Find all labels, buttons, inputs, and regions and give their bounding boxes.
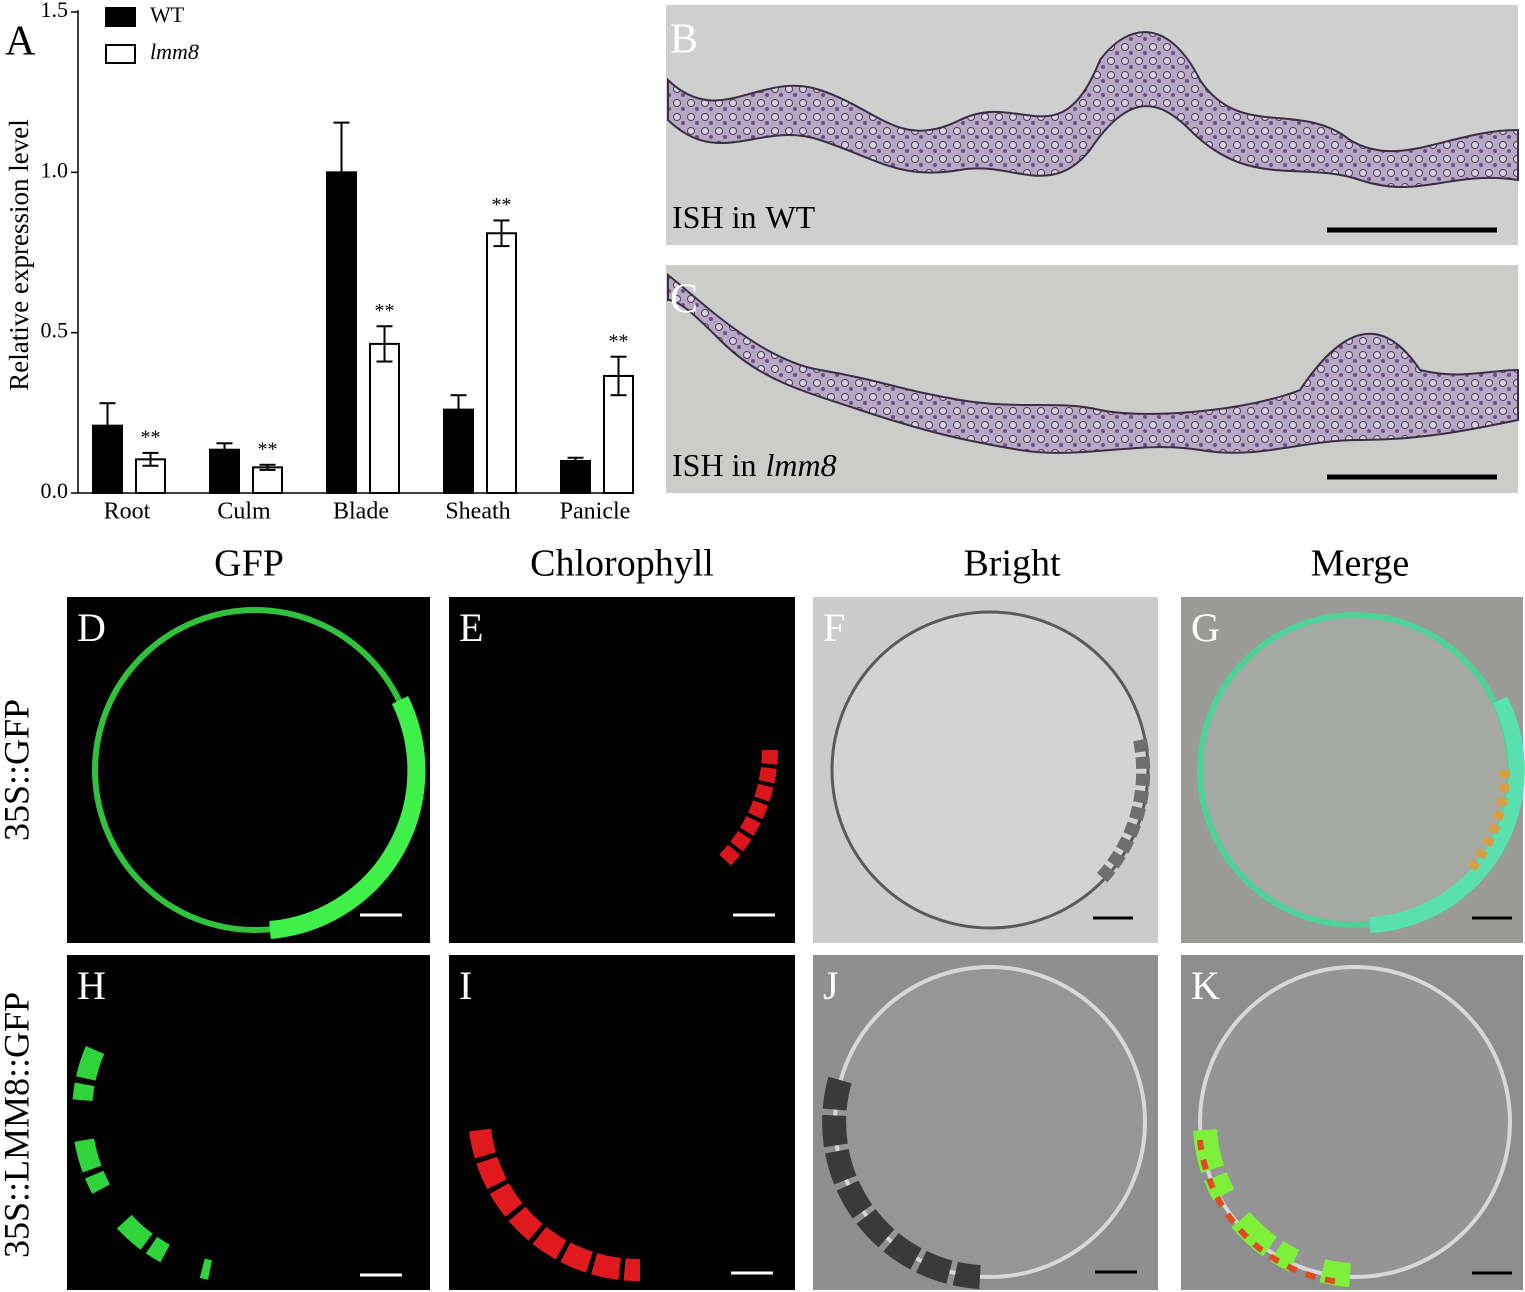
error-bar (376, 325, 393, 363)
bar (560, 459, 591, 494)
panel-label: F (823, 605, 845, 650)
error-bar (333, 121, 350, 224)
caption: ISH in WT (672, 199, 816, 235)
y-axis-label: Relative expression level (4, 119, 34, 390)
genotype: lmm8 (765, 447, 836, 483)
micrograph (449, 955, 795, 1290)
bar (369, 342, 400, 495)
error-bar (216, 442, 233, 458)
column-header: Merge (1311, 543, 1410, 585)
column-header: Bright (963, 543, 1061, 585)
legend-swatch (105, 7, 136, 27)
panel-label: A (5, 19, 36, 65)
error-bar (610, 355, 627, 397)
caption-text: ISH in (672, 447, 756, 483)
row-label: 35S::GFP (0, 699, 36, 841)
error-bar (259, 463, 276, 471)
legend-swatch (105, 44, 136, 64)
caption: ISH in lmm8 (672, 447, 837, 483)
micrograph (813, 955, 1158, 1290)
legend-label: WT (150, 2, 185, 27)
significance: ** (492, 194, 512, 216)
ish-panel (666, 5, 1519, 245)
column-header: GFP (214, 543, 284, 585)
significance: ** (609, 330, 629, 352)
micrograph (1181, 955, 1523, 1290)
micrograph (67, 955, 430, 1290)
x-tick-label: Blade (333, 499, 389, 525)
panel-label: J (823, 963, 839, 1008)
panel-label: I (459, 963, 472, 1008)
caption-text: ISH in (672, 199, 756, 235)
error-bar (493, 219, 510, 248)
micrograph (449, 597, 795, 943)
error-bar (450, 394, 467, 426)
significance: ** (258, 438, 278, 460)
legend-label: lmm8 (150, 39, 199, 64)
panel-label: B (670, 17, 698, 63)
y-tick-label: 0.5 (41, 318, 69, 343)
panel-label: G (1191, 605, 1220, 650)
panel-label: C (670, 277, 698, 323)
error-bar (142, 451, 159, 467)
ish-panel (666, 265, 1519, 493)
bar (252, 466, 283, 495)
significance: ** (141, 427, 161, 449)
micrograph (813, 597, 1158, 943)
x-tick-label: Sheath (445, 499, 510, 525)
significance: ** (375, 300, 395, 322)
error-bar (567, 456, 584, 466)
x-tick-label: Root (104, 499, 151, 525)
y-tick-label: 0.0 (41, 478, 69, 503)
micrograph (67, 597, 430, 943)
panel-label: E (459, 605, 483, 650)
micrograph (1181, 597, 1525, 943)
x-tick-label: Culm (217, 499, 271, 525)
x-tick-label: Panicle (560, 499, 631, 525)
bar (486, 232, 517, 494)
column-header: Chlorophyll (530, 543, 714, 585)
genotype: WT (765, 199, 815, 235)
y-tick-label: 1.5 (41, 0, 69, 22)
panel-label: H (77, 963, 106, 1008)
y-tick-label: 1.0 (41, 157, 69, 182)
error-bar (99, 402, 116, 450)
row-label: 35S::LMM8::GFP (0, 992, 36, 1258)
panel-label: K (1191, 963, 1220, 1008)
panel-label: D (77, 605, 106, 650)
